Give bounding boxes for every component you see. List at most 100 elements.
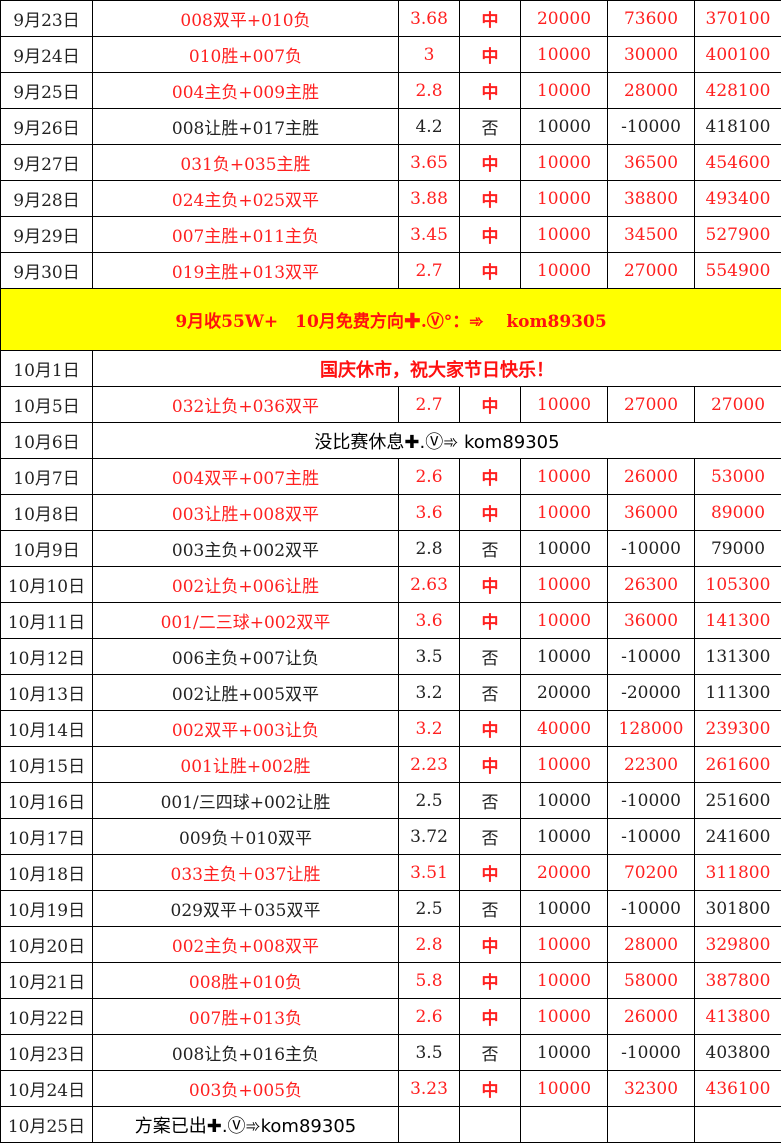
date-cell: 10月20日 [0, 926, 93, 963]
pick-cell: 007胜+013负 [92, 998, 399, 1035]
result-cell: 中 [459, 710, 521, 747]
table-row: 10月6日 没比赛休息✚.Ⓥ➾ kom89305 [0, 422, 781, 459]
odds-cell: 2.8 [398, 72, 460, 109]
empty-cell [694, 1106, 781, 1143]
total-cell: 111300 [694, 674, 781, 711]
odds-cell: 3.45 [398, 216, 460, 253]
total-cell: 27000 [694, 386, 781, 423]
table-row: 10月11日 001/二三球+002双平 3.6 中 10000 36000 141300 [0, 602, 781, 639]
date-cell: 10月7日 [0, 458, 93, 495]
stake-cell: 10000 [520, 746, 608, 783]
date-cell: 10月10日 [0, 566, 93, 603]
date-cell: 10月11日 [0, 602, 93, 639]
date-cell: 9月25日 [0, 72, 93, 109]
result-cell: 中 [459, 72, 521, 109]
odds-cell: 5.8 [398, 962, 460, 999]
pick-cell: 003让胜+008双平 [92, 494, 399, 531]
stake-cell: 10000 [520, 962, 608, 999]
stake-cell: 10000 [520, 72, 608, 109]
table-row: 10月15日 001让胜+002胜 2.23 中 10000 22300 261600 [0, 746, 781, 783]
odds-cell: 2.6 [398, 998, 460, 1035]
total-cell: 251600 [694, 782, 781, 819]
profit-cell: 70200 [607, 854, 695, 891]
total-cell: 241600 [694, 818, 781, 855]
stake-cell: 10000 [520, 494, 608, 531]
stake-cell: 10000 [520, 458, 608, 495]
result-cell: 中 [459, 1070, 521, 1107]
empty-cell [520, 1106, 608, 1143]
profit-cell: 34500 [607, 216, 695, 253]
odds-cell: 2.6 [398, 458, 460, 495]
date-cell: 10月24日 [0, 1070, 93, 1107]
profit-cell: -10000 [607, 818, 695, 855]
profit-cell: 36000 [607, 602, 695, 639]
result-cell: 中 [459, 216, 521, 253]
total-cell: 428100 [694, 72, 781, 109]
odds-cell: 3.2 [398, 710, 460, 747]
pick-cell: 001/二三球+002双平 [92, 602, 399, 639]
profit-cell: -10000 [607, 530, 695, 567]
total-cell: 53000 [694, 458, 781, 495]
date-cell: 10月22日 [0, 998, 93, 1035]
profit-cell: 28000 [607, 926, 695, 963]
holiday-notice: 国庆休市，祝大家节日快乐！ [92, 350, 781, 387]
total-cell: 454600 [694, 144, 781, 181]
october-rows: 10月5日 032让负+036双平 2.7 中 10000 27000 27000 10月6日… [0, 386, 781, 1143]
table-row: 10月8日 003让胜+008双平 3.6 中 10000 36000 89000 [0, 494, 781, 531]
date-cell: 10月14日 [0, 710, 93, 747]
pick-cell: 004主负+009主胜 [92, 72, 399, 109]
profit-cell: -10000 [607, 890, 695, 927]
profit-cell: 28000 [607, 72, 695, 109]
stake-cell: 10000 [520, 566, 608, 603]
odds-cell: 2.7 [398, 386, 460, 423]
total-cell: 413800 [694, 998, 781, 1035]
stake-cell: 10000 [520, 144, 608, 181]
empty-cell [607, 1106, 695, 1143]
odds-cell: 3.51 [398, 854, 460, 891]
total-cell: 403800 [694, 1034, 781, 1071]
result-cell: 否 [459, 890, 521, 927]
result-cell: 否 [459, 782, 521, 819]
pick-cell: 002让负+006让胜 [92, 566, 399, 603]
date-cell: 10月25日 [0, 1106, 93, 1143]
profit-cell: 73600 [607, 0, 695, 37]
table-row: 10月9日 003主负+002双平 2.8 否 10000 -10000 79000 [0, 530, 781, 567]
odds-cell: 2.63 [398, 566, 460, 603]
result-cell: 中 [459, 458, 521, 495]
stake-cell: 10000 [520, 252, 608, 289]
table-row: 9月26日 008让胜+017主胜 4.2 否 10000 -10000 418100 [0, 108, 781, 145]
result-cell: 否 [459, 108, 521, 145]
pick-cell: 029双平＋035双平 [92, 890, 399, 927]
profit-cell: -10000 [607, 108, 695, 145]
plan-text: 方案已出✚.Ⓥ➾kom89305 [92, 1106, 399, 1143]
empty-cell [398, 1106, 460, 1143]
total-cell: 301800 [694, 890, 781, 927]
pick-cell: 001让胜+002胜 [92, 746, 399, 783]
pick-cell: 033主负＋037让胜 [92, 854, 399, 891]
total-cell: 311800 [694, 854, 781, 891]
result-cell: 中 [459, 144, 521, 181]
stake-cell: 10000 [520, 108, 608, 145]
profit-cell: 36000 [607, 494, 695, 531]
pick-cell: 031负+035主胜 [92, 144, 399, 181]
odds-cell: 3.5 [398, 638, 460, 675]
stake-cell: 10000 [520, 530, 608, 567]
date-cell: 10月21日 [0, 962, 93, 999]
date-cell: 9月29日 [0, 216, 93, 253]
odds-cell: 2.7 [398, 252, 460, 289]
stake-cell: 10000 [520, 602, 608, 639]
total-cell: 400100 [694, 36, 781, 73]
profit-cell: -10000 [607, 782, 695, 819]
stake-cell: 10000 [520, 818, 608, 855]
total-cell: 387800 [694, 962, 781, 999]
table-row: 10月24日 003负+005负 3.23 中 10000 32300 436100 [0, 1070, 781, 1107]
stake-cell: 10000 [520, 386, 608, 423]
table-row: 10月17日 009负＋010双平 3.72 否 10000 -10000 241600 [0, 818, 781, 855]
profit-cell: 32300 [607, 1070, 695, 1107]
result-cell: 中 [459, 0, 521, 37]
date-cell: 10月6日 [0, 422, 93, 459]
odds-cell: 3.6 [398, 494, 460, 531]
date-cell: 9月27日 [0, 144, 93, 181]
result-cell: 中 [459, 252, 521, 289]
